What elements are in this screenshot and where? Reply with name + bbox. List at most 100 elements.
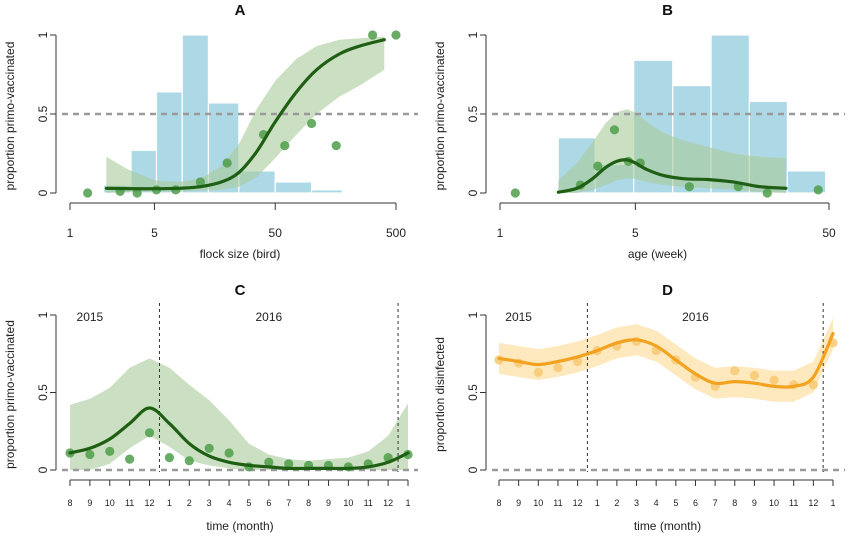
data-point: [195, 177, 205, 187]
x-tick-label: 9: [752, 498, 757, 508]
x-tick-label: 50: [822, 226, 836, 240]
data-point: [553, 363, 563, 373]
x-tick-label: 9: [87, 498, 92, 508]
data-point: [808, 380, 818, 390]
panel-b: 0 0.5 1 proportion primo-vaccinated 1 5 50 age …: [433, 2, 845, 261]
x-axis-label: time (month): [634, 519, 701, 533]
data-point: [762, 188, 772, 198]
data-point: [593, 161, 603, 171]
x-tick-label: 10: [533, 498, 543, 508]
x-tick-label: 11: [553, 498, 562, 508]
x-tick-label: 10: [343, 498, 353, 508]
x-tick-label: 11: [125, 498, 134, 508]
x-tick-label: 8: [732, 498, 737, 508]
y-tick-label: 0: [466, 189, 480, 196]
x-tick-label: 7: [713, 498, 718, 508]
x-tick-label: 9: [326, 498, 331, 508]
x-tick-label: 3: [207, 498, 212, 508]
x-axis-label: time (month): [206, 519, 273, 533]
x-tick-label: 6: [266, 498, 271, 508]
x-tick-label: 2: [187, 498, 192, 508]
data-point: [222, 158, 232, 168]
y-tick-label: 1: [36, 311, 50, 318]
fit-line: [556, 158, 788, 194]
y-tick-label: 0: [466, 466, 480, 473]
data-point: [85, 449, 95, 460]
fit-line: [497, 332, 835, 389]
confidence-band: [70, 358, 408, 470]
x-tick-label: 1: [830, 498, 835, 508]
x-tick-label: 12: [383, 498, 393, 508]
x-tick-label: 5: [632, 226, 639, 240]
x-axis-label: age (week): [628, 247, 687, 261]
data-point: [306, 118, 317, 129]
data-point: [684, 182, 694, 192]
y-tick-label: 0.5: [36, 384, 50, 401]
panel-a: 0 0.5 1 proportion primo-vaccinated 1 5 50 500 f…: [3, 2, 418, 261]
x-tick-label: 12: [808, 498, 818, 508]
x-tick-label: 5: [673, 498, 678, 508]
panel-title: C: [235, 282, 246, 299]
data-point: [105, 446, 115, 456]
data-point: [164, 453, 175, 463]
x-tick-label: 1: [167, 498, 172, 508]
panel-d: 2015 2016 0 0.5 1 proportion disinfected 8 9 10 1…: [433, 282, 845, 533]
histogram-bar: [310, 189, 344, 194]
data-point: [83, 188, 93, 198]
year-label: 2016: [255, 310, 282, 324]
panel-title: D: [662, 282, 673, 299]
x-tick-label: 8: [496, 498, 501, 508]
x-tick-label: 11: [789, 498, 798, 508]
x-tick-label: 1: [595, 498, 600, 508]
x-tick-label: 5: [151, 226, 158, 240]
confidence-band: [106, 36, 385, 193]
data-point: [391, 30, 401, 40]
y-axis-label: proportion primo-vaccinated: [433, 42, 447, 191]
x-tick-label: 10: [769, 498, 779, 508]
x-tick-label: 1: [405, 498, 410, 508]
y-tick-label: 1: [466, 311, 480, 318]
data-point: [144, 428, 155, 438]
year-label: 2015: [77, 310, 104, 324]
data-point: [264, 457, 274, 467]
x-tick-label: 3: [634, 498, 639, 508]
x-tick-label: 10: [105, 498, 115, 508]
x-axis-label: flock size (bird): [200, 247, 281, 261]
x-tick-label: 8: [67, 498, 72, 508]
data-point: [132, 188, 142, 198]
y-tick-label: 0.5: [466, 105, 480, 122]
y-axis-label: proportion disinfected: [433, 337, 447, 452]
data-point: [609, 125, 620, 135]
histogram-bar: [274, 181, 313, 194]
x-tick-label: 12: [145, 498, 155, 508]
x-tick-label: 8: [306, 498, 311, 508]
data-point: [284, 459, 294, 469]
x-tick-label: 1: [497, 226, 504, 240]
data-point: [280, 141, 290, 151]
data-point: [533, 367, 543, 377]
y-tick-label: 0: [36, 466, 50, 473]
data-point: [813, 185, 823, 195]
x-tick-label: 11: [364, 498, 373, 508]
panel-title: A: [235, 2, 246, 19]
x-tick-label: 12: [573, 498, 583, 508]
data-point: [367, 30, 378, 40]
y-tick-label: 0.5: [466, 384, 480, 401]
histogram-bar: [155, 91, 183, 194]
data-point: [204, 443, 214, 453]
x-tick-label: 9: [516, 498, 521, 508]
data-point: [125, 454, 135, 464]
data-point: [572, 356, 583, 367]
x-tick-label: 50: [269, 226, 283, 240]
y-tick-label: 0.5: [36, 105, 50, 122]
x-tick-label: 1: [67, 226, 74, 240]
y-tick-label: 1: [36, 31, 50, 38]
x-tick-label: 500: [386, 226, 406, 240]
x-tick-label: 5: [246, 498, 251, 508]
data-point: [184, 456, 194, 466]
y-tick-label: 1: [466, 31, 480, 38]
data-point: [224, 448, 234, 458]
data-point: [769, 375, 779, 385]
y-axis-label: proportion primo-vaccinated: [3, 42, 17, 191]
